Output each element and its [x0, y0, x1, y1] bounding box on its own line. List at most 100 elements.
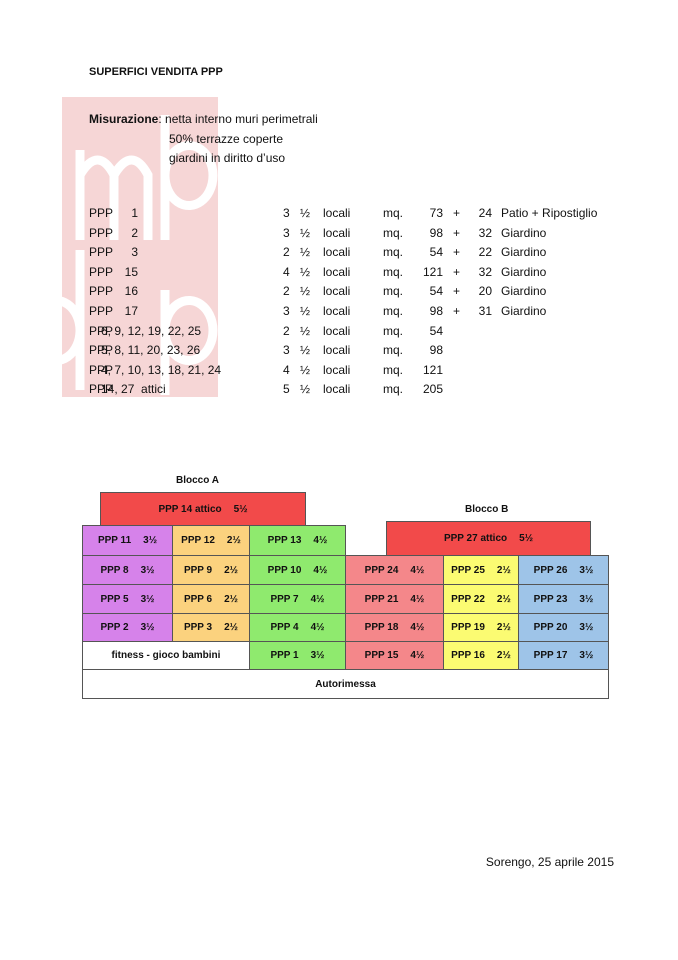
- table-cell: +: [453, 304, 461, 318]
- garage-cell: Autorimessa: [82, 669, 609, 699]
- table-cell: Giardino: [501, 245, 547, 260]
- table-cell: 3: [283, 304, 290, 318]
- unit-cell: PPP 19 2½: [443, 613, 519, 642]
- unit-cell: PPP 10 4½: [249, 555, 346, 585]
- table-cell: mq.: [383, 362, 404, 377]
- table-cell: 2: [283, 245, 290, 260]
- unit-name: PPP 22: [451, 593, 485, 605]
- table-cell: mq.: [383, 225, 404, 240]
- unit-size: 3½: [140, 564, 155, 576]
- unit-name: PPP 10: [267, 564, 302, 576]
- unit-size: 4½: [410, 650, 425, 661]
- table-cell: mq.: [383, 323, 404, 338]
- table-cell: mq.: [383, 206, 404, 220]
- unit-name: PPP 26: [533, 564, 568, 576]
- measurement-label: Misurazione: [89, 112, 159, 126]
- table-cell: mq.: [383, 304, 404, 318]
- table-cell: locali: [323, 382, 351, 397]
- unit-size: 3½: [143, 535, 158, 546]
- table-cell: 2: [283, 323, 290, 338]
- unit-cell: PPP 20 3½: [518, 613, 609, 642]
- table-cell: mq.: [383, 245, 404, 260]
- table-cell: 14, 27 attici: [101, 382, 166, 397]
- unit-name: fitness - gioco bambini: [111, 650, 221, 661]
- unit-size: 4½: [310, 593, 325, 605]
- table-cell: 121: [422, 362, 443, 377]
- table-cell: 4: [283, 362, 290, 377]
- unit-size: 4½: [313, 535, 328, 546]
- unit-name: PPP 23: [533, 593, 568, 605]
- unit-cell: PPP 6 2½: [172, 584, 250, 614]
- table-cell: locali: [323, 323, 351, 338]
- table-cell: Giardino: [501, 225, 547, 240]
- table-cell: locali: [323, 362, 351, 377]
- footer: Sorengo, 25 aprile 2015: [485, 855, 614, 869]
- unit-name: PPP 14 attico: [158, 503, 222, 515]
- unit-cell: PPP 9 2½: [172, 555, 250, 585]
- table-cell: +: [453, 206, 461, 220]
- unit-name: PPP 5: [100, 593, 129, 605]
- table-cell: 2: [283, 284, 290, 299]
- table-cell: PPP: [89, 304, 114, 318]
- table-cell: mq.: [383, 284, 404, 299]
- table-cell: 15: [124, 264, 138, 279]
- unit-size: 2½: [496, 593, 511, 605]
- table-cell: ½: [300, 284, 311, 299]
- unit-size: 3½: [579, 564, 594, 576]
- unit-size: 2½: [496, 650, 511, 661]
- unit-size: 3½: [579, 622, 594, 633]
- block-label: Blocco B: [465, 504, 509, 515]
- table-cell: PPP: [89, 284, 114, 299]
- table-cell: locali: [323, 264, 351, 279]
- unit-cell: PPP 4 4½: [249, 613, 346, 642]
- table-cell: 32: [478, 225, 492, 240]
- unit-size: 4½: [310, 622, 325, 633]
- table-cell: PPP: [89, 323, 114, 338]
- unit-name: PPP 12: [181, 535, 215, 546]
- unit-name: PPP 20: [533, 622, 568, 633]
- table-cell: Giardino: [501, 304, 547, 318]
- unit-cell: PPP 5 3½: [82, 584, 173, 614]
- table-cell: locali: [323, 206, 351, 220]
- unit-size: 2½: [224, 622, 239, 633]
- table-cell: ½: [300, 225, 311, 240]
- table-cell: 205: [422, 382, 443, 397]
- unit-cell: PPP 2 3½: [82, 613, 173, 642]
- table-cell: 3: [283, 225, 290, 240]
- table-cell: mq.: [383, 264, 404, 279]
- unit-name: PPP 6: [183, 593, 213, 605]
- table-cell: ½: [300, 362, 311, 377]
- unit-cell: PPP 7 4½: [249, 584, 346, 614]
- unit-cell: PPP 16 2½: [443, 641, 519, 670]
- unit-cell: PPP 17 3½: [518, 641, 609, 670]
- table-cell: ½: [300, 245, 311, 260]
- table-cell: 2: [131, 225, 138, 240]
- measurement-line: 50% terrazze coperte: [169, 132, 284, 146]
- table-cell: 24: [478, 206, 492, 220]
- unit-cell: PPP 1 3½: [249, 641, 346, 670]
- table-cell: ½: [300, 304, 311, 318]
- table-cell: locali: [323, 225, 351, 240]
- table-cell: PPP: [89, 245, 114, 260]
- table-cell: 4: [283, 264, 290, 279]
- table-cell: 121: [422, 264, 443, 279]
- unit-cell: PPP 21 4½: [345, 584, 444, 614]
- unit-size: 3½: [579, 593, 594, 605]
- table-cell: 3: [283, 206, 290, 220]
- unit-cell: PPP 12 2½: [172, 525, 250, 556]
- unit-size: 4½: [410, 622, 425, 633]
- table-cell: ½: [300, 343, 311, 358]
- unit-name: PPP 15: [364, 650, 399, 661]
- unit-name: PPP 24: [364, 564, 399, 576]
- table-cell: 16: [124, 284, 138, 299]
- table-cell: locali: [323, 343, 351, 358]
- block-label: Blocco A: [176, 475, 219, 486]
- unit-name: PPP 9: [183, 564, 213, 576]
- table-cell: ½: [300, 382, 311, 397]
- unit-name: PPP 1: [270, 650, 299, 661]
- table-cell: 17: [124, 304, 138, 318]
- table-cell: Giardino: [501, 284, 547, 299]
- unit-cell: PPP 23 3½: [518, 584, 609, 614]
- table-cell: mq.: [383, 343, 404, 358]
